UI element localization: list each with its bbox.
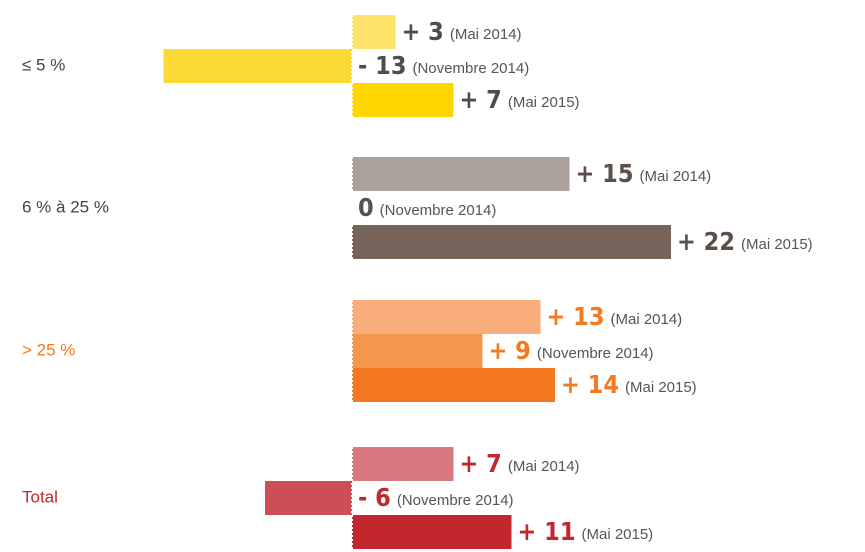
series-label: (Mai 2015): [625, 379, 697, 396]
value-label: + 11: [518, 517, 576, 546]
bar: [352, 225, 671, 259]
value-label: + 9: [489, 336, 531, 365]
series-label: (Novembre 2014): [380, 202, 497, 219]
bar: [352, 368, 555, 402]
series-label: (Mai 2014): [610, 311, 682, 328]
value-label: + 22: [677, 227, 735, 256]
value-label: + 13: [547, 302, 605, 331]
category-label: Total: [22, 487, 58, 506]
bar: [352, 334, 483, 368]
series-label: (Mai 2015): [741, 236, 813, 253]
bar: [163, 49, 352, 83]
series-label: (Novembre 2014): [397, 492, 514, 509]
value-label: + 3: [402, 17, 444, 46]
bar: [352, 15, 396, 49]
bar: [352, 515, 512, 549]
series-label: (Mai 2014): [508, 458, 580, 475]
category-label: > 25 %: [22, 340, 75, 359]
bar: [265, 481, 352, 515]
value-label: + 15: [576, 159, 634, 188]
value-label: 0: [358, 193, 374, 222]
category-label: ≤ 5 %: [22, 55, 65, 74]
series-label: (Mai 2015): [508, 94, 580, 111]
category-label: 6 % à 25 %: [22, 197, 109, 216]
series-label: (Novembre 2014): [537, 345, 654, 362]
series-label: (Novembre 2014): [412, 60, 529, 77]
bar: [352, 300, 541, 334]
value-label: - 6: [358, 483, 391, 512]
series-label: (Mai 2015): [581, 526, 653, 543]
series-label: (Mai 2014): [639, 168, 711, 185]
value-label: + 7: [460, 85, 502, 114]
value-label: + 14: [561, 370, 619, 399]
series-label: (Mai 2014): [450, 26, 522, 43]
value-label: + 7: [460, 449, 502, 478]
bar: [352, 447, 454, 481]
value-label: - 13: [358, 51, 406, 80]
bar: [352, 83, 454, 117]
bar: [352, 157, 570, 191]
